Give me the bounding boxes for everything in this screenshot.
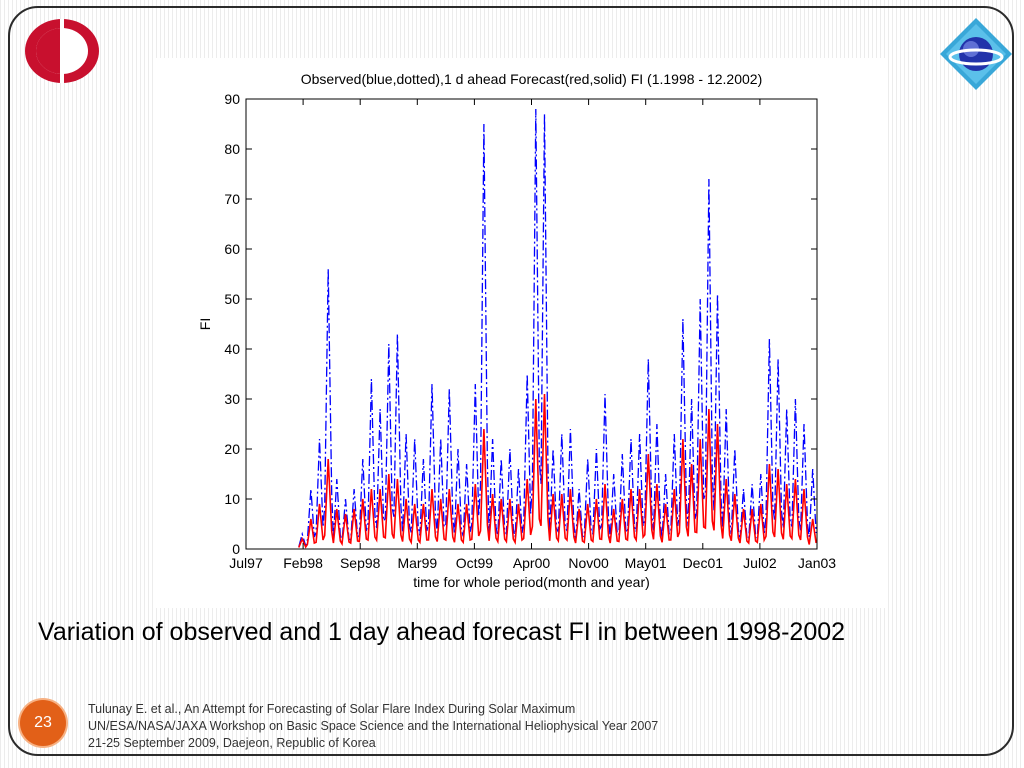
x-tick-label: Jul97	[229, 555, 263, 571]
y-tick-label: 80	[224, 141, 240, 157]
slide-frame	[8, 6, 1014, 756]
x-tick-label: Feb98	[283, 555, 323, 571]
chart-title: Observed(blue,dotted),1 d ahead Forecast…	[301, 71, 762, 87]
x-tick-label: Nov00	[568, 555, 609, 571]
x-tick-label: Jul02	[743, 555, 777, 571]
page-number-badge: 23	[20, 700, 66, 746]
y-tick-label: 10	[224, 491, 240, 507]
series-line-forecast	[298, 393, 817, 549]
y-tick-label: 50	[224, 291, 240, 307]
slide-caption: Variation of observed and 1 day ahead fo…	[38, 618, 846, 646]
fi-chart: Observed(blue,dotted),1 d ahead Forecast…	[197, 71, 836, 590]
x-tick-label: Mar99	[397, 555, 437, 571]
series-line-observed	[298, 108, 817, 549]
footer-line: 21-25 September 2009, Daejeon, Republic …	[88, 736, 376, 750]
y-axis-label: FI	[197, 318, 213, 330]
footer-citation: Tulunay E. et al., An Attempt for Foreca…	[88, 701, 788, 752]
workshop-globe-logo-icon	[940, 18, 1012, 90]
footer-line: Tulunay E. et al., An Attempt for Foreca…	[88, 702, 576, 716]
y-tick-label: 70	[224, 191, 240, 207]
x-axis-label: time for whole period(month and year)	[413, 574, 650, 590]
x-tick-label: Jan03	[798, 555, 836, 571]
x-tick-label: Dec01	[683, 555, 724, 571]
chart-panel: Observed(blue,dotted),1 d ahead Forecast…	[155, 58, 885, 608]
y-tick-label: 90	[224, 91, 240, 107]
y-tick-label: 20	[224, 441, 240, 457]
x-tick-label: Oct99	[456, 555, 494, 571]
university-logo-icon	[25, 19, 99, 83]
x-tick-label: May01	[625, 555, 667, 571]
footer-line: UN/ESA/NASA/JAXA Workshop on Basic Space…	[88, 719, 659, 733]
x-tick-label: Sep98	[340, 555, 381, 571]
y-tick-label: 40	[224, 341, 240, 357]
x-tick-label: Apr00	[513, 555, 551, 571]
y-tick-label: 0	[232, 541, 240, 557]
y-tick-label: 60	[224, 241, 240, 257]
y-tick-label: 30	[224, 391, 240, 407]
